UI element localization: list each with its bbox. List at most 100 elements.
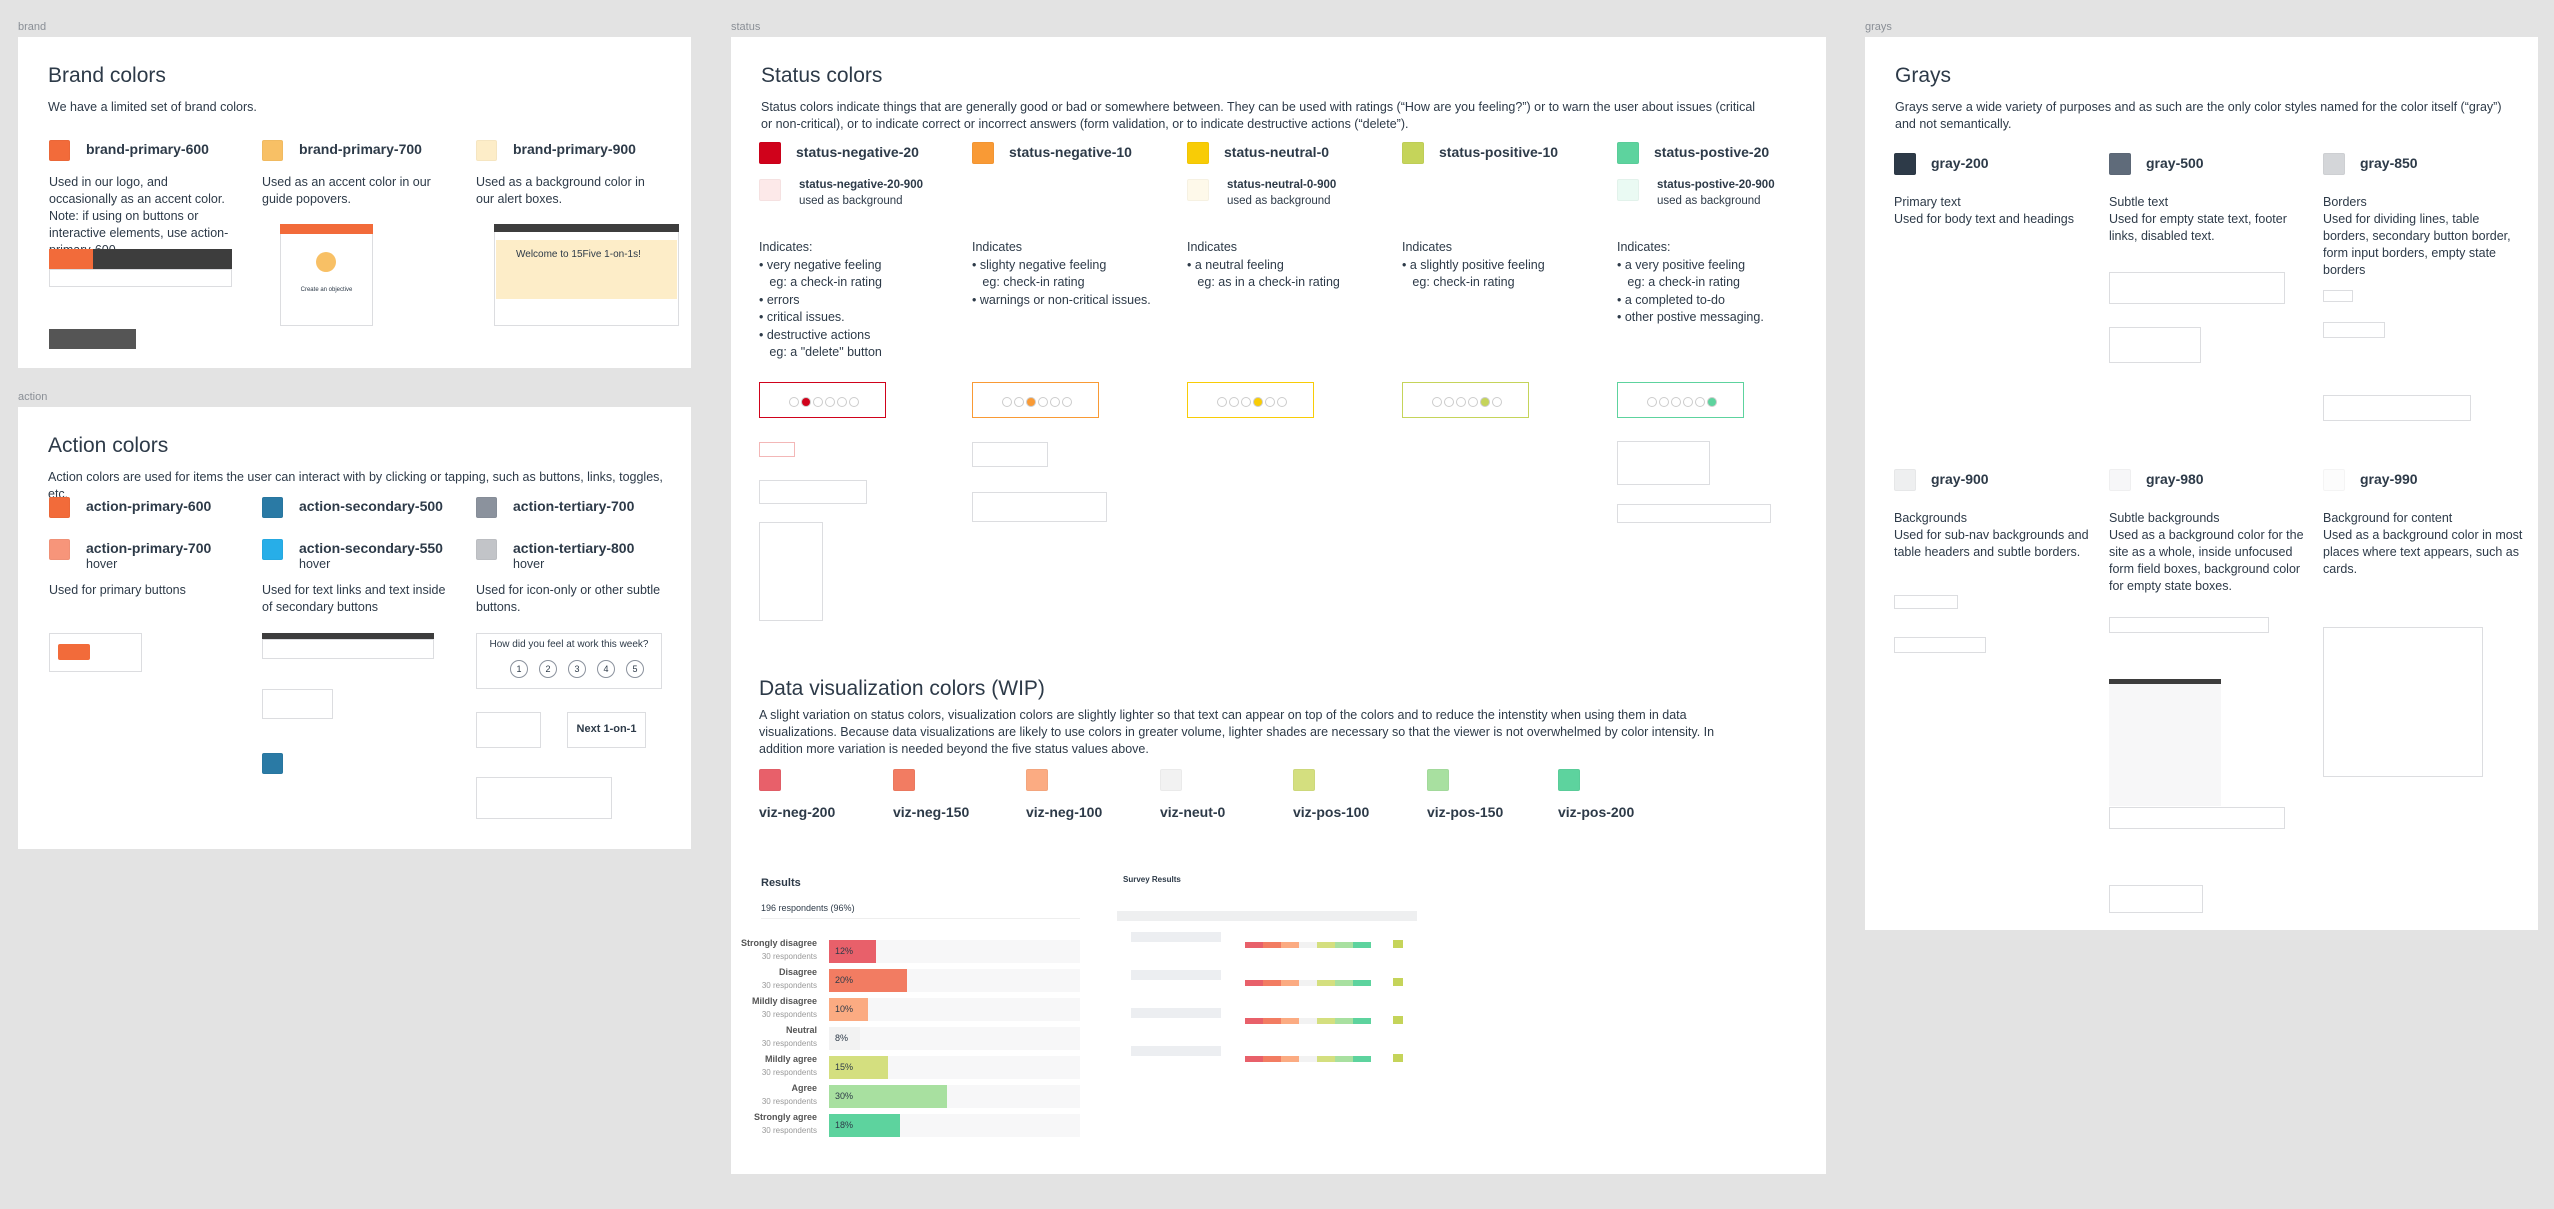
mockup-dot (813, 397, 823, 407)
survey-row-text (1131, 1046, 1221, 1056)
mockup-box (1617, 382, 1744, 418)
indicates-line: • a very positive feeling (1617, 257, 1746, 272)
mockup-box (1187, 382, 1314, 418)
mockup-box (972, 382, 1099, 418)
mockup-dot (789, 397, 799, 407)
swatch (2323, 469, 2345, 491)
description: Used as a background color in most place… (2323, 528, 2523, 576)
swatch (759, 769, 781, 791)
bar (829, 969, 908, 992)
mockup-dot (825, 397, 835, 407)
mockup-box (972, 442, 1048, 467)
bar-label: 12% (835, 946, 854, 956)
swatch-name: viz-pos-200 (1558, 804, 1635, 820)
mockup-dot (1432, 397, 1442, 407)
survey-strip (1353, 1018, 1371, 1024)
bar (829, 1056, 888, 1079)
heading: Background for content (2323, 511, 2453, 525)
mockup-dot (1671, 397, 1681, 407)
swatch (49, 538, 70, 560)
swatch-name: viz-pos-150 (1427, 804, 1504, 820)
survey-strip (1335, 942, 1353, 948)
row-label: Strongly agree (753, 1112, 817, 1122)
bar (829, 1085, 947, 1108)
section-label: brand (18, 21, 47, 33)
row-respondents: 30 respondents (761, 952, 817, 961)
row-respondents: 30 respondents (761, 1068, 817, 1077)
panel: Brand colors We have a limited set of bra… (18, 37, 691, 368)
mockup-nav (49, 249, 232, 269)
swatch (759, 142, 781, 164)
survey-strip (1335, 980, 1353, 986)
row-label: Agree (791, 1083, 817, 1093)
swatch-name: brand-primary-900 (513, 141, 636, 157)
mockup-dot (1217, 397, 1227, 407)
swatch-name: brand-primary-700 (299, 141, 422, 157)
swatch (1617, 179, 1639, 201)
bar-label: 18% (835, 1120, 854, 1130)
row-label: Mildly disagree (751, 996, 817, 1006)
panel: Action colors Action colors are used for … (18, 407, 691, 849)
mockup-dot (1659, 397, 1669, 407)
indicates-line: eg: as in a check-in rating (1187, 275, 1340, 289)
mockup-alert (496, 240, 677, 299)
survey-strip (1353, 942, 1371, 948)
swatch (1617, 142, 1639, 164)
bar-label: 30% (835, 1091, 854, 1101)
mockup-box (2323, 322, 2385, 338)
mockup-dot (1456, 397, 1466, 407)
indicates-line: eg: check-in rating (972, 275, 1085, 289)
heading: Backgrounds (1894, 511, 1967, 525)
row-label: Mildly agree (764, 1054, 817, 1064)
mockup-box (476, 633, 662, 689)
swatch (49, 139, 70, 161)
survey-strip (1245, 942, 1263, 948)
swatch-name: viz-pos-100 (1293, 804, 1370, 820)
heading: Subtle text (2109, 195, 2169, 209)
survey-strip (1299, 1056, 1317, 1062)
mockup-box (49, 633, 142, 672)
mockup-box (2323, 627, 2483, 777)
swatch (262, 538, 283, 560)
mockup-box (476, 712, 541, 748)
mockup-box (280, 224, 373, 326)
mockup-text: Welcome to 15Five 1-on-1s! (516, 249, 641, 260)
section-label: action (18, 391, 48, 403)
bar-track (829, 1027, 1080, 1050)
indicates-line: • a neutral feeling (1187, 257, 1284, 272)
swatch-name: viz-neg-150 (893, 804, 970, 820)
indicates-line: • warnings or non-critical issues. (972, 292, 1151, 307)
survey-strip (1335, 1056, 1353, 1062)
swatch-note: used as background (1227, 195, 1331, 207)
survey-strip (1335, 1018, 1353, 1024)
mockup-box (476, 777, 612, 819)
mockup-dot (1014, 397, 1024, 407)
swatch (2109, 469, 2131, 491)
bar (829, 998, 869, 1021)
mockup-header (494, 224, 679, 232)
mockup-box (1402, 382, 1529, 418)
mockup-box (2109, 272, 2285, 304)
intro: Status colors indicate things that are g… (761, 100, 1756, 131)
mockup-box (262, 639, 434, 659)
survey-strip (1317, 980, 1335, 986)
mockup-dot (1038, 397, 1048, 407)
survey-row-text (1131, 1008, 1221, 1018)
swatch (1293, 769, 1315, 791)
swatch-name: status-postive-20 (1654, 144, 1770, 160)
mockup-dot (1265, 397, 1275, 407)
swatch-name: viz-neg-200 (759, 804, 836, 820)
mockup-box (2109, 327, 2201, 363)
mockup-dot (1277, 397, 1287, 407)
swatch (262, 752, 283, 774)
mockup-dot (1444, 397, 1454, 407)
mockup-dot (849, 397, 859, 407)
mockup-icon (316, 252, 336, 272)
survey-score (1393, 940, 1403, 948)
indicates-line: eg: a "delete" button (759, 345, 882, 359)
state: hover (86, 557, 118, 571)
bar-label: 15% (835, 1062, 854, 1072)
survey-strip (1281, 980, 1299, 986)
results-respondents: 196 respondents (96%) (761, 903, 1080, 919)
section-label: grays (1865, 21, 1892, 33)
